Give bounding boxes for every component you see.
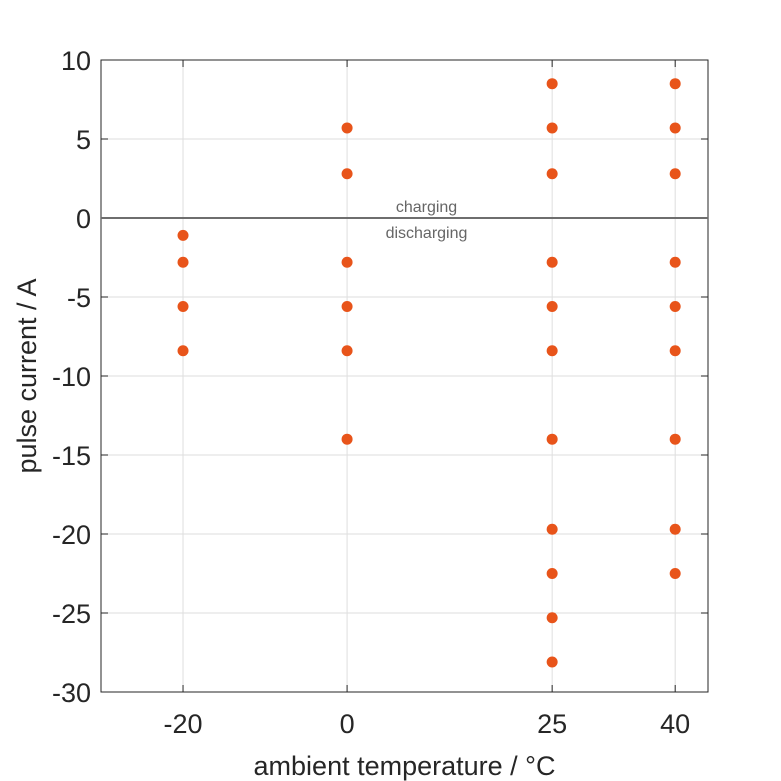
x-tick-labels: -20 0 25 40 xyxy=(164,709,691,739)
data-point xyxy=(669,568,681,579)
y-axis-title: pulse current / A xyxy=(12,278,42,473)
x-tick-label: -20 xyxy=(164,709,203,739)
data-point xyxy=(546,433,558,445)
y-tick-label: -25 xyxy=(52,599,91,629)
y-tick-labels: 10 5 0 -5 -10 -15 -20 -25 -30 xyxy=(52,46,91,708)
data-point xyxy=(546,122,558,134)
data-point xyxy=(669,122,681,134)
tick-marks xyxy=(101,59,708,693)
data-point xyxy=(546,300,558,312)
data-point xyxy=(177,345,189,357)
data-point xyxy=(341,300,353,312)
x-tick-label: 0 xyxy=(340,709,355,739)
data-point xyxy=(341,122,353,134)
y-tick-label: 0 xyxy=(76,204,91,234)
data-point xyxy=(546,612,558,624)
data-point xyxy=(341,256,353,268)
data-point xyxy=(341,433,353,445)
data-point xyxy=(669,300,681,312)
data-point xyxy=(669,345,681,357)
y-tick-label: -5 xyxy=(67,283,91,313)
data-point xyxy=(177,256,189,268)
data-point xyxy=(177,300,189,312)
data-point xyxy=(341,168,353,180)
data-point xyxy=(669,256,681,268)
data-point xyxy=(669,523,681,535)
y-tick-label: 10 xyxy=(61,46,91,76)
data-point xyxy=(546,345,558,357)
x-tick-label: 25 xyxy=(537,709,567,739)
data-point xyxy=(546,656,558,668)
data-point xyxy=(669,433,681,445)
data-point xyxy=(546,256,558,268)
data-point xyxy=(546,168,558,180)
discharging-annotation: discharging xyxy=(386,225,468,242)
y-tick-label: -20 xyxy=(52,520,91,550)
y-tick-label: -30 xyxy=(52,678,91,708)
data-points xyxy=(177,78,681,668)
charging-annotation: charging xyxy=(396,199,457,216)
data-point xyxy=(669,78,681,90)
data-point xyxy=(669,168,681,180)
x-axis-title: ambient temperature / °C xyxy=(254,751,556,781)
y-tick-label: -10 xyxy=(52,362,91,392)
y-tick-label: 5 xyxy=(76,125,91,155)
grid-lines xyxy=(101,59,708,693)
y-tick-label: -15 xyxy=(52,441,91,471)
x-tick-label: 40 xyxy=(660,709,690,739)
data-point xyxy=(546,78,558,90)
data-point xyxy=(546,523,558,535)
data-point xyxy=(177,229,189,241)
data-point xyxy=(341,345,353,357)
data-point xyxy=(546,568,558,579)
